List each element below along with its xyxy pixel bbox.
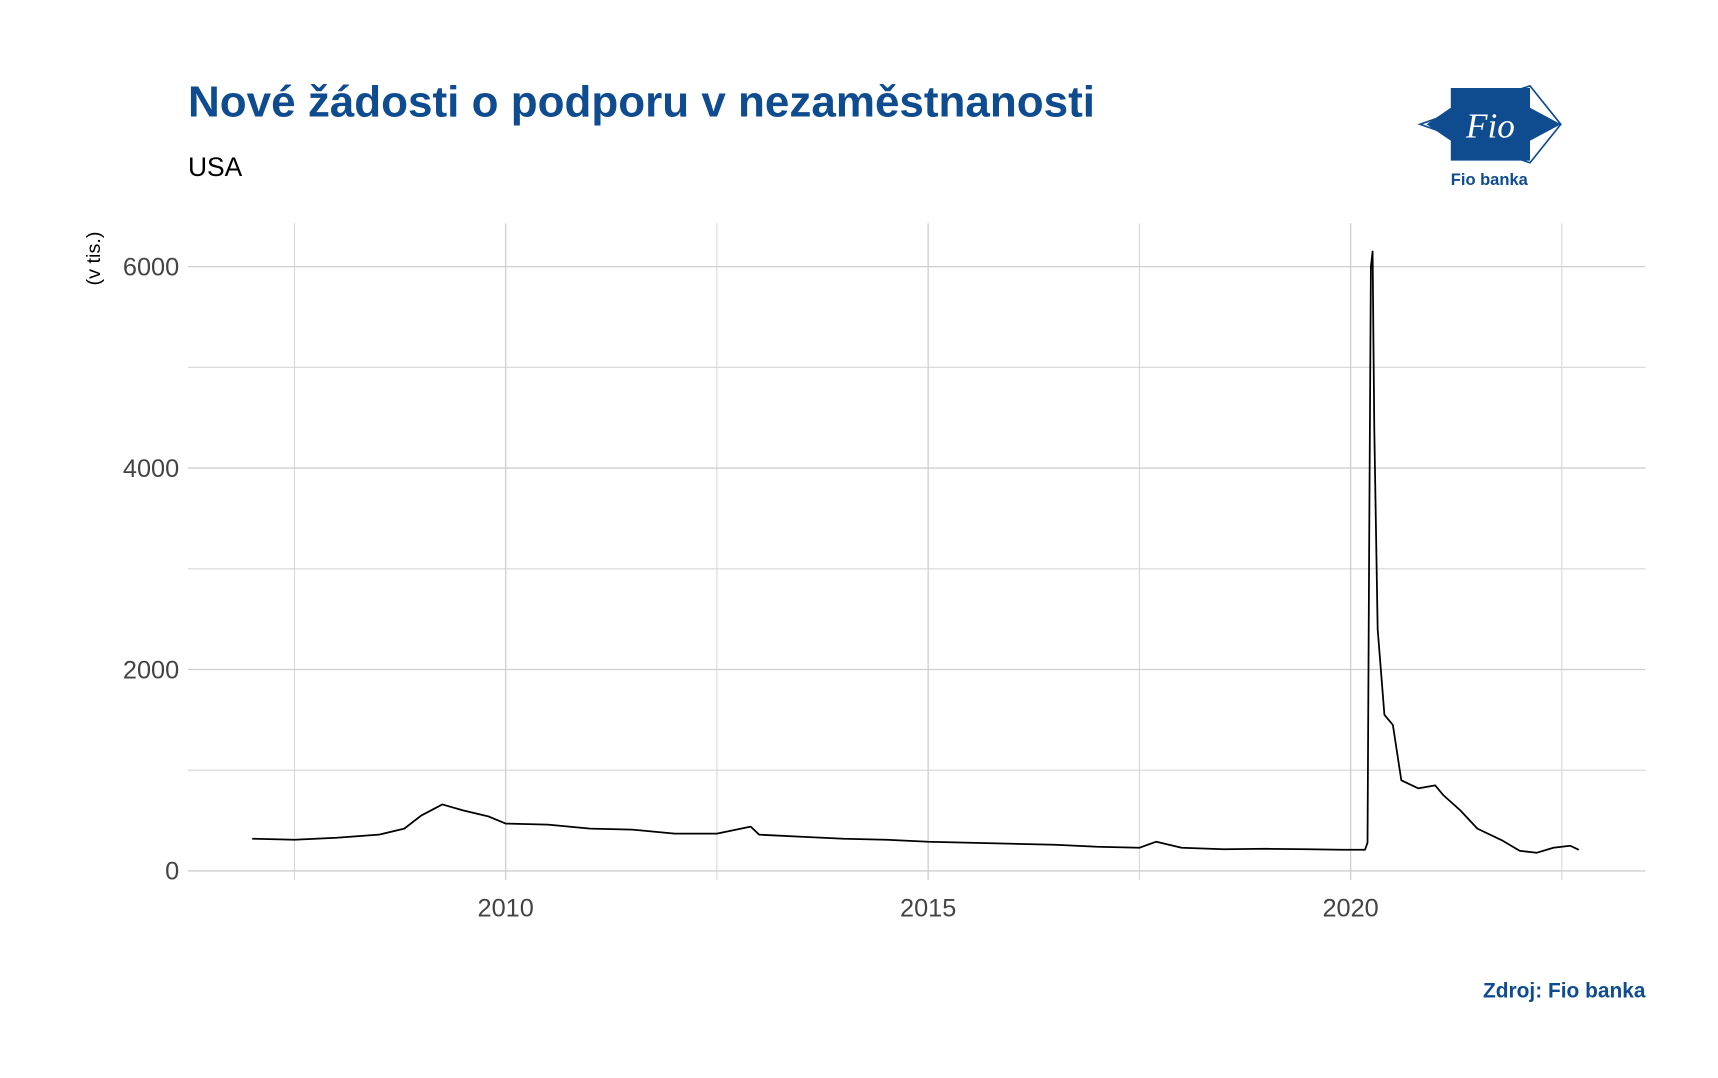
line-series [252, 250, 1580, 854]
chart-subtitle: USA [188, 152, 243, 182]
x-tick-label: 2015 [900, 894, 956, 922]
y-axis-label: (v tis.) [83, 232, 105, 286]
y-tick-label: 0 [165, 858, 179, 886]
y-tick-label: 6000 [123, 253, 179, 281]
logo-text: Fio [1465, 106, 1515, 145]
logo-caption: Fio banka [1451, 171, 1529, 189]
x-tick-label: 2020 [1322, 894, 1378, 922]
x-tick-label: 2010 [478, 894, 534, 922]
source: Zdroj: Fio banka [1483, 980, 1646, 1003]
y-tick-label: 4000 [123, 455, 179, 483]
chart-title: Nové žádosti o podporu v nezaměstnanosti [188, 78, 1095, 127]
logo-flag [1426, 88, 1561, 161]
y-tick-label: 2000 [123, 656, 179, 684]
logo: Fio Fio banka [1417, 84, 1562, 189]
